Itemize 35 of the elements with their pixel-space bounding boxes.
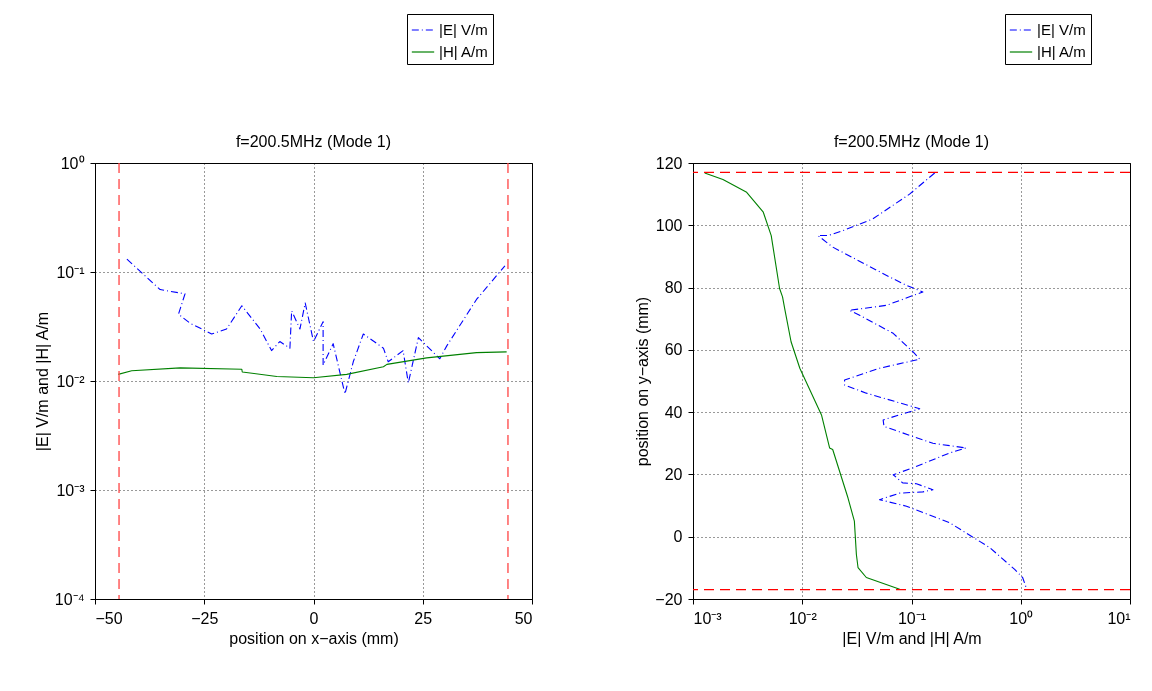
y-tick-label: 10⁻² — [56, 372, 86, 390]
legend-label: |H| A/m — [439, 43, 488, 60]
y-tick-label: 10⁻⁴ — [54, 590, 85, 608]
x-tick-label: 0 — [309, 609, 319, 627]
x-tick-label: 10¹ — [1107, 609, 1131, 627]
chart-title: f=200.5MHz (Mode 1) — [235, 132, 392, 150]
line-series — [117, 351, 508, 379]
y-tick-label: 40 — [664, 403, 683, 421]
x-tick-label: 10⁰ — [1009, 609, 1034, 627]
y-tick-label: 100 — [655, 216, 683, 234]
chart-title: f=200.5MHz (Mode 1) — [833, 132, 990, 150]
x-tick-label: 10⁻¹ — [897, 609, 927, 627]
y-tick-label: 10⁰ — [60, 154, 85, 172]
x-axis-title: position on x−axis (mm) — [229, 629, 399, 647]
x-tick-label: 10⁻³ — [693, 609, 723, 627]
y-axis-title: position on y−axis (mm) — [634, 296, 652, 467]
legend-label: |E| V/m — [1037, 21, 1086, 38]
y-tick-label: 120 — [655, 154, 683, 172]
x-tick-label: 25 — [414, 609, 433, 627]
x-tick-label: 50 — [514, 609, 533, 627]
x-tick-label: 10⁻² — [788, 609, 818, 627]
y-axis-title: |E| V/m and |H| A/m — [33, 311, 51, 452]
y-tick-label: −20 — [655, 590, 683, 608]
y-tick-label: 10⁻³ — [56, 481, 86, 499]
x-tick-label: −25 — [191, 609, 219, 627]
y-tick-label: 10⁻¹ — [56, 263, 85, 281]
y-tick-label: 80 — [664, 279, 683, 297]
x-tick-label: −50 — [95, 609, 123, 627]
y-tick-label: 20 — [664, 465, 683, 483]
y-tick-label: 60 — [664, 341, 683, 359]
line-series — [126, 258, 506, 395]
y-tick-label: 0 — [673, 528, 683, 546]
legend-label: |E| V/m — [439, 21, 488, 38]
legend-label: |H| A/m — [1037, 43, 1086, 60]
x-axis-title: |E| V/m and |H| A/m — [842, 629, 982, 647]
